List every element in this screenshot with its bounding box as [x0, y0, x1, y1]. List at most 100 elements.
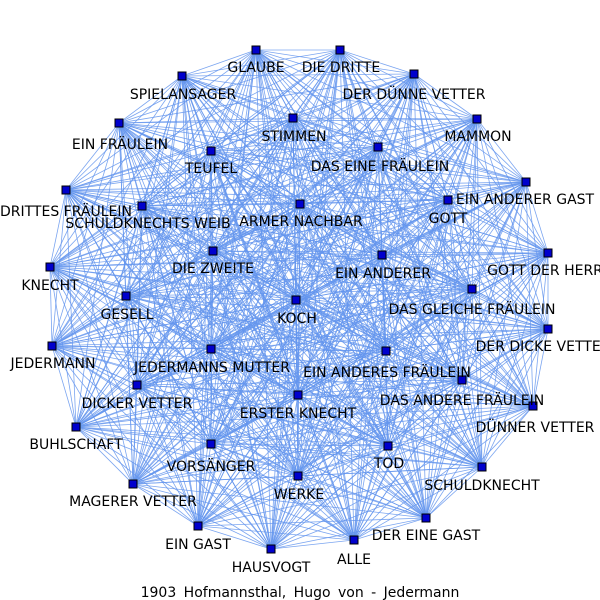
node-koch[interactable]	[291, 295, 301, 305]
node-label-hausvogt: HAUSVOGT	[232, 560, 311, 576]
edge-dicker-vetter-ein-gast	[136, 384, 199, 527]
edge-mammon-duenner-vetter	[476, 118, 534, 407]
edge-das-eine-fraeulein-der-eine-gast	[377, 146, 427, 519]
node-label-ein-gast: EIN GAST	[165, 537, 231, 553]
edge-knecht-ein-gast	[49, 266, 199, 527]
edge-koch-der-eine-gast	[295, 299, 427, 519]
nodes-layer	[45, 45, 553, 554]
node-hausvogt[interactable]	[266, 544, 276, 554]
node-buhlschaft[interactable]	[71, 422, 81, 432]
edge-der-eine-gast-ein-gast	[197, 517, 427, 527]
node-alle[interactable]	[349, 535, 359, 545]
node-spielansager[interactable]	[177, 71, 187, 81]
node-ein-anderer[interactable]	[377, 250, 387, 260]
edge-das-eine-fraeulein-dicker-vetter	[136, 146, 379, 386]
node-dicker-vetter[interactable]	[132, 380, 142, 390]
edge-stimmen-ein-fraeulein	[118, 117, 294, 124]
node-knecht[interactable]	[45, 262, 55, 272]
node-schuldknecht[interactable]	[477, 462, 487, 472]
edge-glaube-gott-der-herr	[255, 49, 549, 254]
node-vorsaenger[interactable]	[206, 439, 216, 449]
edge-schuldknechts-weib-knecht	[49, 205, 143, 268]
node-teufel[interactable]	[206, 146, 216, 156]
node-ein-anderer-gast[interactable]	[521, 177, 531, 187]
node-glaube[interactable]	[251, 45, 261, 55]
edge-das-andere-fraeulein-vorsaenger	[210, 379, 463, 445]
node-label-alle: ALLE	[337, 552, 371, 568]
edge-ein-anderer-duenner-vetter	[381, 254, 534, 407]
edge-buhlschaft-magerer-vetter	[75, 426, 134, 485]
edge-gesell-jedermann	[51, 295, 127, 347]
edge-ein-anderer-buhlschaft	[75, 254, 383, 428]
edge-stimmen-armer-nachbar	[292, 117, 301, 205]
node-jedermann[interactable]	[47, 341, 57, 351]
node-mammon[interactable]	[472, 114, 482, 124]
edge-werke-magerer-vetter	[132, 475, 299, 485]
node-duenner-vetter[interactable]	[528, 401, 538, 411]
edge-tod-werke	[297, 445, 389, 477]
edge-ein-fraeulein-gott	[118, 122, 449, 201]
edge-spielansager-gesell	[125, 75, 183, 297]
edge-das-andere-fraeulein-ein-gast	[197, 379, 463, 527]
edge-ein-anderer-das-gleiche-fraeulein	[381, 254, 473, 290]
edge-koch-das-andere-fraeulein	[295, 299, 463, 381]
edge-tod-der-eine-gast	[387, 445, 427, 519]
edge-der-dicke-vetter-schuldknecht	[481, 328, 549, 468]
node-label-die-dritte: DIE DRITTE	[302, 60, 381, 76]
edge-ein-gast-alle	[197, 525, 355, 541]
edge-vorsaenger-der-eine-gast	[210, 443, 427, 519]
edge-armer-nachbar-vorsaenger	[210, 203, 301, 445]
edge-teufel-schuldknechts-weib	[141, 150, 212, 207]
node-label-glaube: GLAUBE	[227, 60, 284, 76]
node-tod[interactable]	[383, 441, 393, 451]
edge-teufel-hausvogt	[210, 150, 272, 550]
edge-der-duenne-vetter-ein-fraeulein	[118, 73, 415, 124]
node-gott[interactable]	[443, 195, 453, 205]
node-ein-drittes-fraeulein[interactable]	[61, 185, 71, 195]
node-werke[interactable]	[293, 471, 303, 481]
edge-koch-jedermann	[51, 299, 297, 347]
node-das-gleiche-fraeulein[interactable]	[467, 284, 477, 294]
node-magerer-vetter[interactable]	[128, 479, 138, 489]
node-der-dicke-vetter[interactable]	[543, 324, 553, 334]
edge-vorsaenger-schuldknecht	[210, 443, 483, 468]
node-ein-anderes-fraeulein[interactable]	[381, 346, 391, 356]
edge-tod-schuldknecht	[387, 445, 483, 468]
node-die-dritte[interactable]	[335, 45, 345, 55]
node-gesell[interactable]	[121, 291, 131, 301]
node-der-eine-gast[interactable]	[421, 513, 431, 523]
node-label-spielansager: SPIELANSAGER	[130, 87, 237, 103]
edge-dicker-vetter-das-andere-fraeulein	[136, 379, 463, 386]
node-der-duenne-vetter[interactable]	[409, 69, 419, 79]
edge-die-dritte-ein-drittes-fraeulein	[65, 49, 341, 191]
edge-gott-der-herr-schuldknecht	[481, 252, 549, 468]
node-die-zweite[interactable]	[208, 246, 218, 256]
edge-knecht-tod	[49, 266, 389, 447]
edge-tod-ein-gast	[197, 445, 389, 527]
node-jedermanns-mutter[interactable]	[206, 344, 216, 354]
node-label-ein-anderes-fraeulein: EIN ANDERES FRÄULEIN	[303, 363, 471, 381]
edge-mammon-das-andere-fraeulein	[461, 118, 478, 381]
node-ein-gast[interactable]	[193, 521, 203, 531]
edge-koch-hausvogt	[270, 299, 297, 550]
edge-teufel-das-andere-fraeulein	[210, 150, 463, 381]
edge-stimmen-schuldknecht	[292, 117, 483, 468]
node-label-knecht: KNECHT	[21, 278, 79, 294]
edge-ein-drittes-fraeulein-knecht	[49, 189, 67, 268]
edge-ein-fraeulein-armer-nachbar	[118, 122, 301, 205]
node-stimmen[interactable]	[288, 113, 298, 123]
edge-spielansager-duenner-vetter	[181, 75, 534, 407]
node-schuldknechts-weib[interactable]	[137, 201, 147, 211]
node-das-eine-fraeulein[interactable]	[373, 142, 383, 152]
graph-caption: 1903 Hofmannsthal, Hugo von - Jedermann	[141, 585, 460, 600]
edge-gott-der-herr-das-gleiche-fraeulein	[471, 252, 549, 290]
node-ein-fraeulein[interactable]	[114, 118, 124, 128]
node-gott-der-herr[interactable]	[543, 248, 553, 258]
edge-die-zweite-das-andere-fraeulein	[212, 250, 463, 381]
node-erster-knecht[interactable]	[293, 390, 303, 400]
node-label-erster-knecht: ERSTER KNECHT	[240, 406, 357, 422]
node-das-andere-fraeulein[interactable]	[457, 375, 467, 385]
edge-teufel-dicker-vetter	[136, 150, 212, 386]
edge-schuldknechts-weib-der-dicke-vetter	[141, 205, 549, 330]
node-armer-nachbar[interactable]	[295, 199, 305, 209]
